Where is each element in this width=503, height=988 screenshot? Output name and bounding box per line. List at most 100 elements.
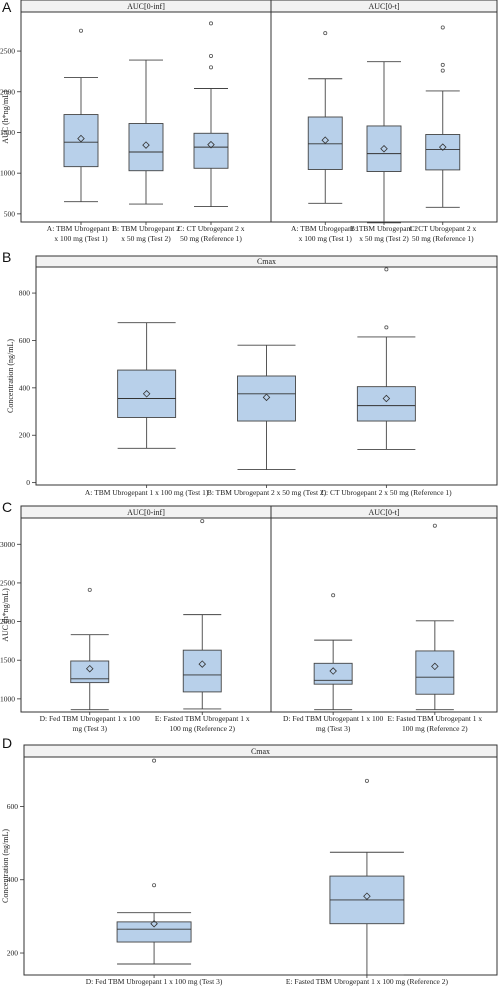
- outlier-point: [364, 778, 369, 783]
- outlier-point: [440, 62, 445, 67]
- y-tick-label: 2500: [0, 47, 15, 56]
- iqr-box: [193, 132, 229, 169]
- category-label: D: Fed TBM Ubrogepant 1 x 100: [40, 714, 141, 723]
- y-axis-title: AUC (h*ng/mL): [1, 90, 10, 144]
- outlier-point: [200, 519, 205, 524]
- category-label: 50 mg (Reference 1): [412, 234, 474, 243]
- facet-strip-label: AUC[0-t]: [368, 508, 399, 517]
- outlier-point: [384, 267, 389, 272]
- y-tick-label: 800: [19, 289, 31, 298]
- box-group: C: CT Ubrogepant 2 x50 mg (Reference 1): [178, 21, 245, 243]
- outlier-point: [87, 587, 92, 592]
- outlier-point: [79, 28, 84, 33]
- mean-marker: [363, 892, 371, 900]
- category-label: mg (Test 3): [316, 724, 351, 733]
- facet-strip-label: Cmax: [251, 747, 270, 756]
- facet-strip-label: Cmax: [257, 257, 276, 266]
- facet-1: AUC[0-t] A: TBM Ubrogepant 1x 100 mg (Tes…: [270, 0, 498, 243]
- y-tick-label: 400: [7, 875, 19, 884]
- facet-0: AUC[0-inf] A: TBM Ubrogepant 1x 100 mg (T…: [20, 0, 272, 243]
- category-label: x 50 mg (Test 2): [359, 234, 409, 243]
- iqr-box: [63, 114, 99, 168]
- category-label: 100 mg (Reference 2): [169, 724, 235, 733]
- category-label: C: CT Ubrogepant 2 x 50 mg (Reference 1): [321, 488, 452, 497]
- facet-0: Cmax D: Fed TBM Ubrogepant 1 x 100 mg (Te…: [23, 744, 498, 986]
- y-tick-label: 2500: [0, 578, 15, 587]
- mean-marker: [142, 141, 150, 149]
- iqr-box: [237, 375, 296, 422]
- category-label: A: TBM Ubrogepant 1 x 100 mg (Test 1): [85, 488, 209, 497]
- box-group: C: CT Ubrogepant 2 x 50 mg (Reference 1): [321, 267, 452, 497]
- panel-letter: A: [2, 0, 12, 15]
- y-axis-title: Concentration (ng/mL): [1, 829, 10, 903]
- mean-marker: [142, 390, 151, 398]
- mean-marker: [198, 660, 207, 668]
- y-tick-label: 3000: [0, 540, 15, 549]
- facet-1: AUC[0-t] D: Fed TBM Ubrogepant 1 x 100mg …: [270, 505, 498, 733]
- category-label: x 50 mg (Test 2): [121, 234, 171, 243]
- iqr-box: [182, 649, 222, 693]
- category-label: A: TBM Ubrogepant 1: [291, 224, 360, 233]
- box-group: D: Fed TBM Ubrogepant 1 x 100 mg (Test 3…: [86, 758, 223, 986]
- iqr-box: [356, 386, 416, 422]
- mean-marker: [380, 144, 388, 153]
- facet-0: Cmax A: TBM Ubrogepant 1 x 100 mg (Test 1…: [35, 255, 498, 497]
- panel-letter: C: [2, 499, 12, 515]
- y-tick-label: 2000: [0, 87, 15, 96]
- y-tick-label: 500: [4, 209, 16, 218]
- mean-marker: [85, 664, 94, 673]
- mean-marker: [207, 140, 215, 149]
- outlier-point: [208, 21, 213, 26]
- y-tick-label: 200: [19, 431, 31, 440]
- y-tick-label: 1000: [0, 694, 15, 703]
- panel-letter: D: [2, 735, 12, 751]
- y-tick-label: 200: [7, 949, 19, 958]
- panel-c: C 1000 1500 2000 2500 3000 AUC (h*ng/mL) AUC[0-…: [0, 499, 498, 733]
- outlier-point: [152, 758, 157, 763]
- y-tick-label: 1500: [0, 128, 15, 137]
- outlier-point: [152, 883, 157, 888]
- box-group: B: TBM Ubrogepant 2 x 50 mg (Test 2): [207, 344, 327, 497]
- facet-0: AUC[0-inf] D: Fed TBM Ubrogepant 1 x 100m…: [20, 505, 272, 733]
- facet-strip-label: AUC[0-inf]: [127, 2, 165, 11]
- mean-marker: [431, 662, 439, 671]
- box-group: A: TBM Ubrogepant 1 x 100 mg (Test 1): [85, 322, 209, 497]
- mean-marker: [329, 667, 337, 675]
- mean-marker: [262, 393, 271, 402]
- category-label: 100 mg (Reference 2): [402, 724, 468, 733]
- box-group: B: TBM Ubrogepant 2x 50 mg (Test 2): [112, 59, 180, 243]
- mean-marker: [77, 134, 85, 143]
- category-label: C: CT Ubrogepant 2 x: [409, 224, 476, 233]
- panel-letter: B: [2, 249, 11, 265]
- category-label: E: Fasted TBM Ubrogepant 1 x: [388, 714, 483, 723]
- category-label: D: Fed TBM Ubrogepant 1 x 100 mg (Test 3…: [86, 977, 223, 986]
- box-group: A: TBM Ubrogepant 1x 100 mg (Test 1): [291, 31, 360, 243]
- iqr-box: [425, 134, 461, 171]
- panel-a: A 500 1000 1500 2000 2500 AUC (h*ng/mL) AUC[0-i…: [0, 0, 498, 243]
- y-tick-label: 1500: [0, 656, 15, 665]
- outlier-point: [440, 25, 445, 30]
- iqr-box: [117, 369, 177, 418]
- iqr-box: [415, 650, 455, 695]
- y-axis-title: Concentration (ng/mL): [6, 339, 15, 413]
- y-axis-title: AUC (h*ng/mL): [1, 588, 10, 642]
- category-label: 50 mg (Reference 1): [180, 234, 242, 243]
- outlier-point: [384, 325, 389, 330]
- box-group: C: CT Ubrogepant 2 x50 mg (Reference 1): [409, 25, 476, 243]
- category-label: B: TBM Ubrogepant 2: [350, 224, 418, 233]
- iqr-box: [128, 123, 164, 172]
- category-label: D: Fed TBM Ubrogepant 1 x 100: [283, 714, 384, 723]
- iqr-box: [116, 921, 192, 943]
- mean-marker: [321, 136, 330, 144]
- outlier-point: [208, 65, 213, 70]
- category-label: E: Fasted TBM Ubrogepant 1 x: [155, 714, 250, 723]
- y-tick-label: 600: [19, 336, 31, 345]
- mean-marker: [438, 143, 447, 151]
- iqr-box: [366, 125, 402, 172]
- facet-strip-label: AUC[0-inf]: [127, 508, 165, 517]
- mean-marker: [382, 394, 391, 403]
